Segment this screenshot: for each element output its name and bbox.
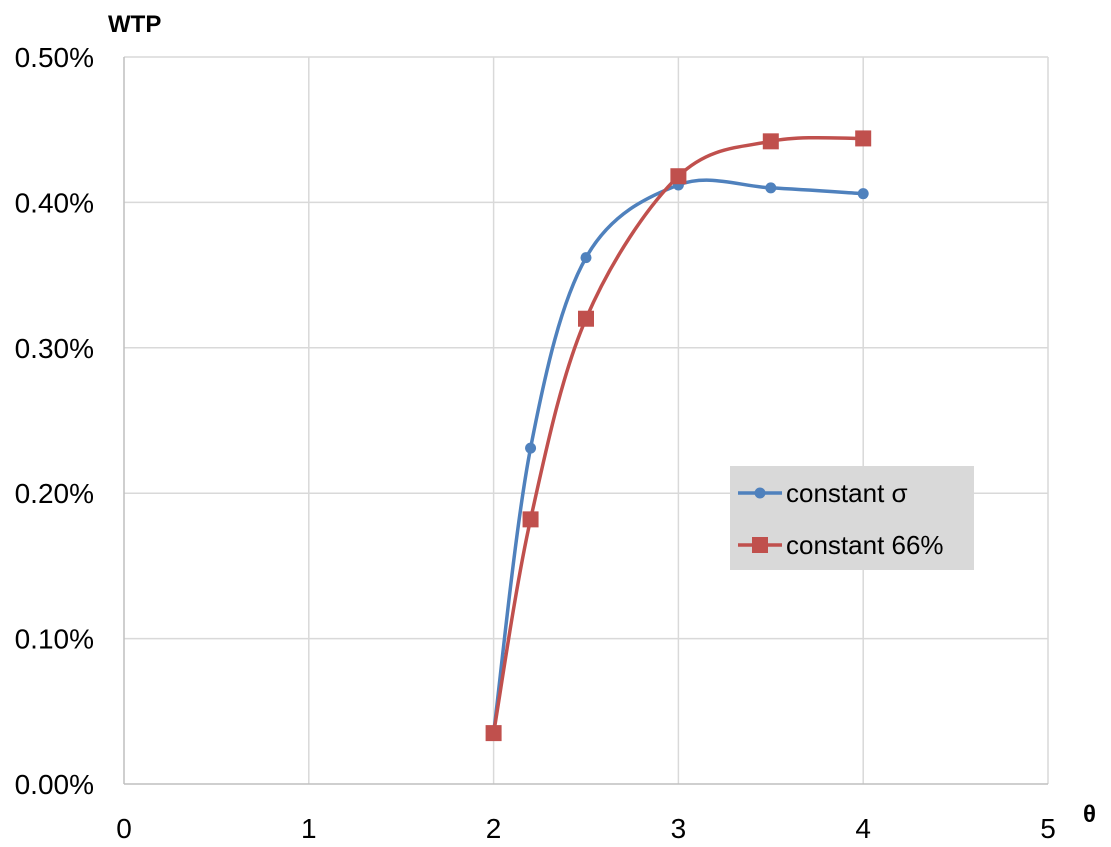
x-axis-label: θ xyxy=(1083,801,1096,828)
y-tick-label: 0.20% xyxy=(15,478,94,509)
legend-marker xyxy=(754,487,766,499)
x-tick-label: 0 xyxy=(116,813,132,844)
data-point xyxy=(485,725,502,742)
data-point xyxy=(578,310,594,327)
x-tick-label: 1 xyxy=(301,813,317,844)
data-point xyxy=(855,130,872,147)
x-tick-label: 5 xyxy=(1040,813,1056,844)
data-point xyxy=(762,133,779,150)
y-tick-label: 0.10% xyxy=(15,624,94,655)
x-tick-label: 4 xyxy=(855,813,871,844)
axes xyxy=(123,57,1048,785)
y-tick-label: 0.30% xyxy=(15,333,94,364)
gridlines xyxy=(124,56,1049,784)
legend-item: constant 66% xyxy=(738,530,944,560)
tick-labels: 0.00% 0.10% 0.20% 0.30% 0.40% 0.50% 0 1 2 3 4 5 xyxy=(15,42,1056,844)
data-point xyxy=(765,182,777,194)
series-2 xyxy=(485,130,872,742)
x-tick-label: 2 xyxy=(486,813,502,844)
legend-label: constant σ xyxy=(786,478,908,508)
legend-marker xyxy=(752,537,768,553)
y-tick-label: 0.00% xyxy=(15,769,94,800)
legend: constant σ constant 66% xyxy=(730,466,974,570)
data-point xyxy=(525,442,537,454)
series-group xyxy=(485,130,872,742)
data-point xyxy=(670,168,687,185)
legend-box xyxy=(730,466,974,570)
legend-item: constant σ xyxy=(738,478,908,508)
y-tick-label: 0.50% xyxy=(15,42,94,73)
legend-label: constant 66% xyxy=(786,530,944,560)
y-axis-label: WTP xyxy=(108,11,161,38)
y-tick-label: 0.40% xyxy=(15,187,94,218)
x-tick-label: 3 xyxy=(671,813,687,844)
data-point xyxy=(522,511,539,528)
data-point xyxy=(857,188,869,200)
data-point xyxy=(580,252,592,264)
